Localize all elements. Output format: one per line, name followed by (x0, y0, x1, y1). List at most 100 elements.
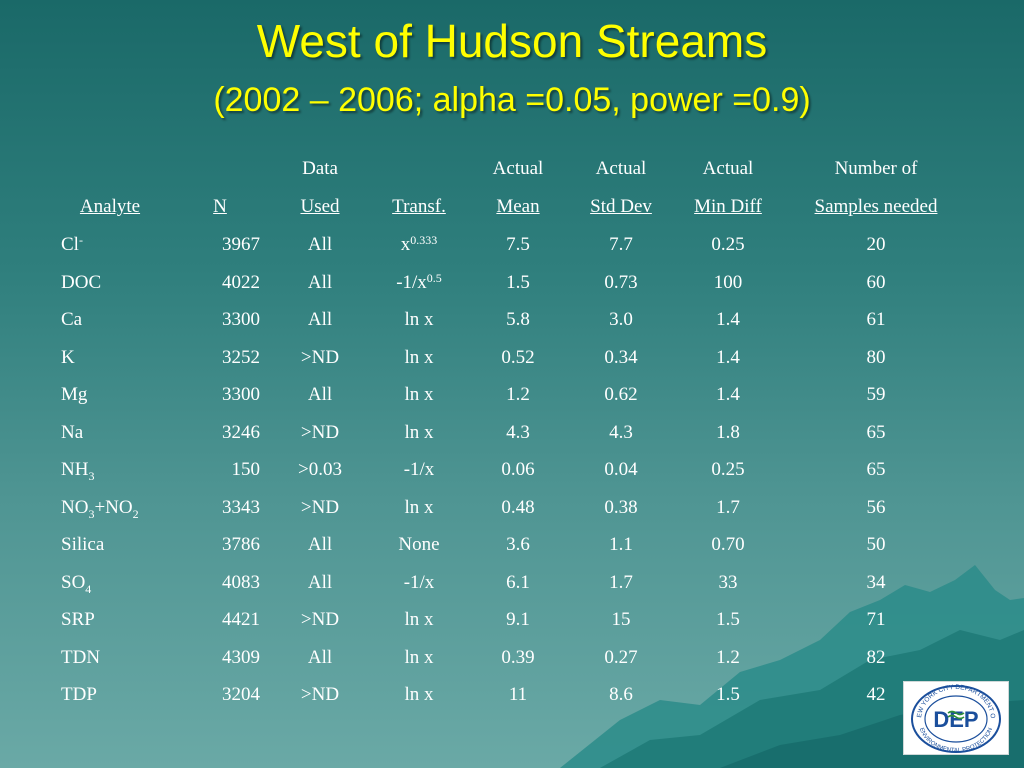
header-actual-sd-top: Actual (595, 158, 647, 179)
cell-std-dev: 0.73 (604, 272, 638, 293)
cell-std-dev: 0.27 (604, 647, 638, 668)
transf-text: ln x (404, 609, 434, 630)
cell-samples-needed: 42 (866, 684, 886, 705)
transf-exponent: 0.333 (410, 233, 438, 247)
header-used: Used (300, 196, 340, 217)
cell-transf: ln x (374, 608, 464, 632)
transf-text: x (400, 234, 411, 255)
cell-used: >ND (300, 497, 340, 518)
cell-std-dev: 7.7 (609, 234, 633, 255)
analyte-text: Mg (61, 384, 88, 405)
cell-n: 3204 (222, 684, 260, 705)
cell-min-diff: 33 (718, 572, 738, 593)
cell-used: All (307, 647, 333, 668)
cell-transf: ln x (374, 496, 464, 520)
transf-text: -1/x (396, 272, 427, 293)
cell-min-diff: 1.2 (716, 647, 740, 668)
analyte-text: NH (61, 459, 89, 480)
cell-used: >ND (300, 347, 340, 368)
cell-used: >ND (300, 609, 340, 630)
cell-n: 4309 (222, 647, 260, 668)
header-mean: Mean (496, 196, 540, 217)
cell-n: 3300 (222, 384, 260, 405)
cell-used: All (307, 572, 333, 593)
cell-analyte: Mg (61, 383, 191, 407)
cell-std-dev: 15 (611, 609, 631, 630)
analyte-text: +NO (94, 497, 133, 518)
analyte-text: Cl (61, 234, 79, 255)
cell-analyte: SO4 (61, 571, 191, 595)
header-analyte: Analyte (79, 196, 141, 217)
cell-used: All (307, 309, 333, 330)
dep-logo-graphic: NEW YORK CITY DEPARTMENT OF ENVIRONMENTA… (902, 677, 1001, 754)
cell-analyte: DOC (61, 271, 191, 295)
analyte-subscript: 3 (88, 469, 95, 483)
cell-n: 3343 (222, 497, 260, 518)
cell-analyte: SRP (61, 608, 191, 632)
cell-transf: x0.333 (374, 233, 464, 257)
cell-std-dev: 1.7 (609, 572, 633, 593)
cell-std-dev: 0.04 (604, 459, 638, 480)
cell-std-dev: 8.6 (609, 684, 633, 705)
cell-n: 3786 (222, 534, 260, 555)
cell-samples-needed: 34 (866, 572, 886, 593)
cell-used: All (307, 534, 333, 555)
header-samples-needed: Samples needed (814, 196, 938, 217)
cell-min-diff: 0.70 (711, 534, 745, 555)
header-data: Data (302, 158, 338, 179)
cell-transf: ln x (374, 683, 464, 707)
cell-mean: 11 (508, 684, 528, 705)
cell-min-diff: 0.25 (711, 459, 745, 480)
cell-std-dev: 0.62 (604, 384, 638, 405)
header-n: N (213, 196, 227, 217)
analyte-subscript: 4 (85, 582, 92, 596)
cell-analyte: TDN (61, 646, 191, 670)
cell-analyte: NH3 (61, 458, 191, 482)
cell-n: 150 (231, 459, 261, 480)
cell-analyte: K (61, 346, 191, 370)
cell-std-dev: 0.38 (604, 497, 638, 518)
cell-samples-needed: 60 (866, 272, 886, 293)
analyte-text: Na (61, 422, 84, 443)
cell-std-dev: 0.34 (604, 347, 638, 368)
cell-n: 3252 (222, 347, 260, 368)
cell-mean: 4.3 (506, 422, 530, 443)
cell-samples-needed: 56 (866, 497, 886, 518)
transf-text: -1/x (403, 572, 435, 593)
cell-min-diff: 1.4 (716, 384, 740, 405)
cell-samples-needed: 50 (866, 534, 886, 555)
cell-min-diff: 1.5 (716, 609, 740, 630)
transf-text: -1/x (403, 459, 435, 480)
cell-n: 3246 (222, 422, 260, 443)
analyte-text: TDN (61, 647, 101, 668)
slide-title: West of Hudson Streams (256, 15, 768, 67)
cell-min-diff: 100 (713, 272, 743, 293)
cell-used: >0.03 (298, 459, 342, 480)
cell-samples-needed: 65 (866, 422, 886, 443)
cell-n: 4022 (222, 272, 260, 293)
cell-samples-needed: 80 (866, 347, 886, 368)
cell-mean: 3.6 (506, 534, 530, 555)
cell-samples-needed: 82 (866, 647, 886, 668)
cell-n: 4083 (222, 572, 260, 593)
cell-transf: ln x (374, 308, 464, 332)
cell-transf: -1/x0.5 (374, 271, 464, 295)
cell-used: >ND (300, 422, 340, 443)
transf-text: ln x (404, 347, 434, 368)
header-actual-md-top: Actual (702, 158, 754, 179)
cell-samples-needed: 61 (866, 309, 886, 330)
cell-mean: 1.2 (506, 384, 530, 405)
analyte-subscript: 2 (132, 507, 139, 521)
cell-min-diff: 1.8 (716, 422, 740, 443)
cell-min-diff: 1.4 (716, 309, 740, 330)
transf-text: ln x (404, 497, 434, 518)
header-transf: Transf. (392, 196, 446, 217)
cell-used: >ND (300, 684, 340, 705)
cell-min-diff: 1.7 (716, 497, 740, 518)
analyte-text: SRP (61, 609, 95, 630)
header-std-dev: Std Dev (590, 196, 652, 217)
transf-text: ln x (404, 647, 434, 668)
cell-used: All (307, 384, 333, 405)
cell-mean: 9.1 (506, 609, 530, 630)
cell-min-diff: 1.4 (716, 347, 740, 368)
